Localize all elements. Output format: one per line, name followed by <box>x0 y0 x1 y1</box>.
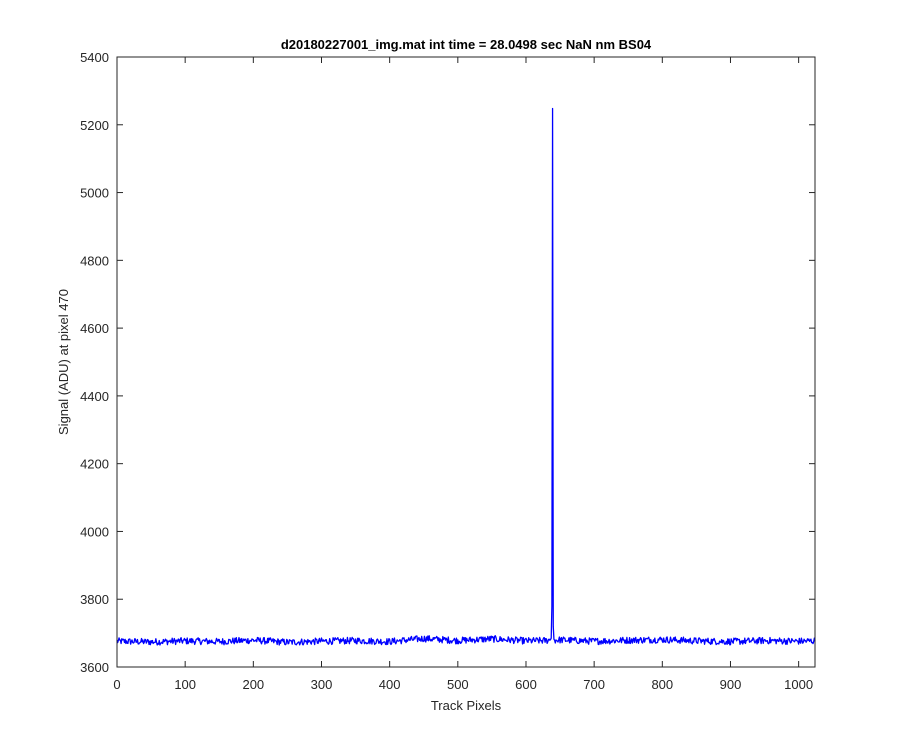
x-tick-label: 700 <box>583 677 605 692</box>
y-tick-label: 4800 <box>80 253 109 268</box>
chart-title: d20180227001_img.mat int time = 28.0498 … <box>281 37 652 52</box>
y-tick-label: 4200 <box>80 457 109 472</box>
x-tick-label: 600 <box>515 677 537 692</box>
axes-box <box>116 56 816 668</box>
x-tick-label: 200 <box>242 677 264 692</box>
x-tick-label: 400 <box>379 677 401 692</box>
x-tick-label: 800 <box>651 677 673 692</box>
y-tick-label: 3600 <box>80 660 109 675</box>
y-tick-label: 5200 <box>80 118 109 133</box>
x-tick-label: 900 <box>720 677 742 692</box>
y-tick-label: 5400 <box>80 50 109 65</box>
plot-area <box>116 107 816 646</box>
axes: 0 100 200 300 400 500 600 700 800 900 1000 3600 3800… <box>80 50 816 692</box>
x-axis-label: Track Pixels <box>431 698 502 713</box>
y-tick-label: 3800 <box>80 592 109 607</box>
x-tick-label: 0 <box>113 677 120 692</box>
y-tick-label: 4600 <box>80 321 109 336</box>
y-tick-label: 5000 <box>80 186 109 201</box>
x-tick-label: 300 <box>311 677 333 692</box>
x-tick-label: 500 <box>447 677 469 692</box>
x-tick-label: 100 <box>174 677 196 692</box>
y-axis-label: Signal (ADU) at pixel 470 <box>56 289 71 435</box>
x-tick-label: 1000 <box>784 677 813 692</box>
y-tick-label: 4400 <box>80 389 109 404</box>
y-tick-label: 4000 <box>80 524 109 539</box>
data-series-0 <box>116 107 816 646</box>
